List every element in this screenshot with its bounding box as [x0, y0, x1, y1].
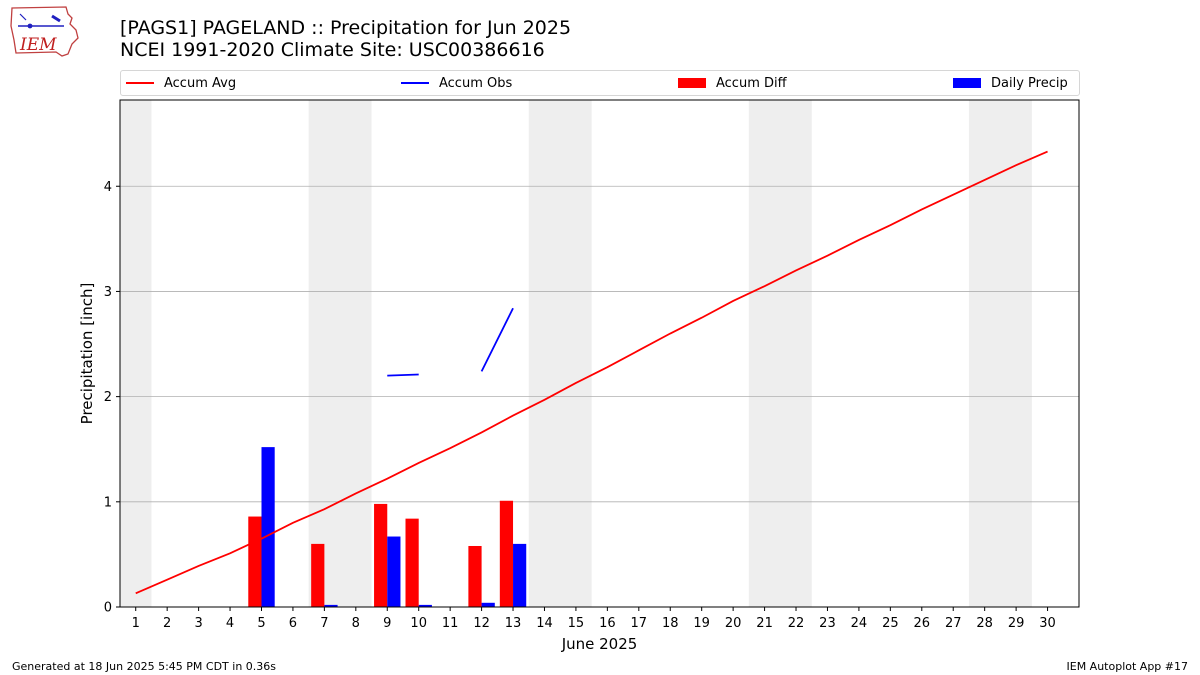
y-tick-label-3: 3 — [104, 285, 112, 300]
x-tick-label-3: 3 — [194, 616, 202, 631]
x-tick-label-16: 16 — [599, 616, 616, 631]
footer-generated: Generated at 18 Jun 2025 5:45 PM CDT in … — [12, 660, 277, 673]
x-tick-label-9: 9 — [383, 616, 391, 631]
legend-swatch-daily-precip — [953, 78, 981, 88]
chart-title: [PAGS1] PAGELAND :: Precipitation for Ju… — [120, 17, 571, 61]
x-tick-label-29: 29 — [1008, 616, 1025, 631]
legend-item-accum-diff: Accum Diff — [678, 71, 787, 95]
title-line-1: [PAGS1] PAGELAND :: Precipitation for Ju… — [120, 17, 572, 39]
line-accum-avg — [135, 150, 1048, 595]
legend-item-accum-obs: Accum Obs — [401, 71, 512, 95]
x-tick-label-25: 25 — [882, 616, 899, 631]
x-tick-label-10: 10 — [410, 616, 427, 631]
x-axis-label: June 2025 — [561, 635, 638, 653]
legend-item-accum-avg: Accum Avg — [126, 71, 236, 95]
bar-accum-diff-day-10 — [405, 518, 419, 607]
bar-accum-diff-day-7 — [311, 543, 325, 607]
x-tick-label-24: 24 — [851, 616, 868, 631]
x-tick-label-26: 26 — [914, 616, 931, 631]
bar-accum-diff-day-13 — [499, 500, 514, 607]
x-tick-label-15: 15 — [568, 616, 585, 631]
bar-accum-diff-day-12 — [468, 545, 482, 607]
legend-label-daily-precip: Daily Precip — [991, 75, 1068, 91]
bar-daily-precip-day-5 — [261, 447, 275, 607]
y-tick-label-4: 4 — [104, 180, 112, 195]
x-tick-label-28: 28 — [976, 616, 993, 631]
bar-daily-precip-day-7 — [324, 604, 338, 607]
y-tick-label-0: 0 — [104, 601, 112, 616]
line-accum-obs-segment-0 — [387, 373, 419, 377]
bar-accum-diff-day-9 — [374, 503, 388, 607]
x-tick-label-2: 2 — [163, 616, 171, 631]
legend-label-accum-avg: Accum Avg — [164, 75, 237, 91]
weekend-band-0 — [120, 100, 152, 607]
x-tick-label-11: 11 — [442, 616, 459, 631]
x-tick-label-27: 27 — [945, 616, 962, 631]
legend-swatch-accum-diff — [678, 78, 706, 88]
legend-swatch-accum-obs — [401, 82, 429, 84]
x-tick-label-7: 7 — [320, 616, 328, 631]
legend-label-accum-diff: Accum Diff — [716, 75, 787, 91]
logo-text: IEM — [19, 35, 57, 55]
x-tick-label-23: 23 — [819, 616, 836, 631]
bar-daily-precip-day-9 — [387, 536, 401, 607]
x-tick-label-4: 4 — [226, 616, 234, 631]
x-tick-label-18: 18 — [662, 616, 679, 631]
legend-item-daily-precip: Daily Precip — [953, 71, 1068, 95]
x-tick-label-8: 8 — [352, 616, 360, 631]
x-tick-label-21: 21 — [756, 616, 773, 631]
plot-frame — [119, 99, 1080, 608]
bar-accum-diff-day-5 — [248, 516, 262, 607]
x-tick-label-6: 6 — [289, 616, 297, 631]
legend: Accum Avg Accum Obs Accum Diff Daily Pre… — [120, 70, 1080, 96]
x-tick-label-17: 17 — [631, 616, 648, 631]
weekend-band-1 — [308, 100, 372, 607]
x-tick-label-1: 1 — [132, 616, 140, 631]
bar-daily-precip-day-12 — [481, 602, 495, 607]
x-tick-label-14: 14 — [536, 616, 553, 631]
y-tick-label-1: 1 — [104, 495, 112, 510]
x-tick-label-20: 20 — [725, 616, 742, 631]
x-tick-label-30: 30 — [1039, 616, 1056, 631]
iem-logo: IEM — [6, 4, 82, 64]
legend-swatch-accum-avg — [126, 82, 154, 84]
weekend-band-2 — [528, 100, 592, 607]
x-tick-label-12: 12 — [473, 616, 490, 631]
weekend-band-4 — [968, 100, 1032, 607]
footer-app-id: IEM Autoplot App #17 — [1066, 660, 1189, 673]
title-line-2: NCEI 1991-2020 Climate Site: USC00386616 — [120, 39, 545, 61]
y-tick-label-2: 2 — [104, 390, 112, 405]
y-axis-label: Precipitation [inch] — [78, 283, 96, 425]
x-tick-label-19: 19 — [693, 616, 710, 631]
x-tick-label-5: 5 — [257, 616, 265, 631]
line-accum-obs-segment-1 — [480, 307, 514, 372]
legend-label-accum-obs: Accum Obs — [439, 75, 513, 91]
weekend-band-3 — [748, 100, 812, 607]
bar-daily-precip-day-10 — [418, 604, 432, 607]
x-tick-label-22: 22 — [788, 616, 805, 631]
x-tick-label-13: 13 — [505, 616, 522, 631]
bar-daily-precip-day-13 — [513, 543, 527, 607]
